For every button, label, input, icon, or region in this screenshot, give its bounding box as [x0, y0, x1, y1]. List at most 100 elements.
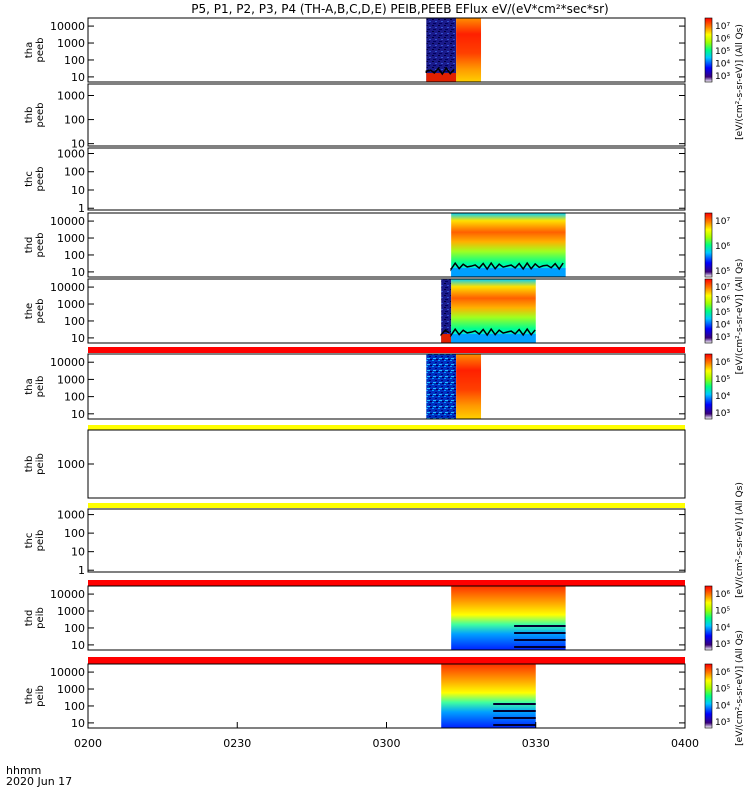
- ion-stripe: [493, 724, 536, 726]
- colorbar-tick-label: 10⁴: [715, 701, 730, 711]
- panel-label: thepeeb: [24, 299, 46, 324]
- ion-stripe: [493, 717, 536, 719]
- panel-the_peeb: 10000 1000 100 10 thepeeb 10⁷ 10⁶ 10⁵ 10⁴ 10³: [24, 278, 730, 345]
- spectrogram-block: [456, 18, 482, 82]
- panel-frame: [87, 508, 686, 573]
- y-tick-label: 1000: [57, 298, 85, 311]
- spacecraft-potential-line: [440, 329, 450, 337]
- x-label-bottom: 2020 Jun 17: [6, 775, 72, 788]
- y-tick-label: 10: [71, 71, 85, 84]
- y-tick-label: 100: [64, 391, 85, 404]
- colorbar: [704, 585, 713, 651]
- y-tick-label: 100: [64, 249, 85, 262]
- y-tick-label: 1000: [57, 37, 85, 50]
- separator-bar: [88, 580, 685, 586]
- panel-label: thdpeeb: [24, 233, 46, 258]
- colorbar: [704, 353, 713, 420]
- y-tick-label: 100: [64, 700, 85, 713]
- y-tick-label: 1000: [57, 683, 85, 696]
- panel-label: thdpeib: [24, 607, 46, 629]
- colorbar-tick-label: 10⁷: [715, 22, 730, 32]
- colorbar-tick-label: 10⁶: [715, 242, 730, 252]
- y-tick-label: 10: [71, 266, 85, 279]
- colorbar: [704, 212, 713, 278]
- colorbar-tick-label: 10⁶: [715, 668, 730, 678]
- y-tick-label: 10: [71, 546, 85, 559]
- colorbar: [704, 663, 713, 729]
- panel-frame: [87, 17, 686, 83]
- panel-label: thapeeb: [24, 38, 46, 63]
- chart-title: P5, P1, P2, P3, P4 (TH-A,B,C,D,E) PEIB,P…: [191, 2, 608, 16]
- y-tick-label: 1000: [57, 509, 85, 522]
- panel-thb_peib: 1000 thbpeib: [24, 429, 686, 499]
- colorbar-side-label: [eV/(cm²-s-sr-eV)] (All Qs): [735, 482, 745, 598]
- colorbar-tick-label: 10⁵: [715, 308, 730, 318]
- spectrogram-block: [456, 354, 482, 419]
- panel-thd_peeb: 10000 1000 100 10 thdpeeb 10⁷ 10⁶ 10⁵: [24, 212, 730, 279]
- separator-bar: [88, 657, 685, 664]
- panel-label: thcpeib: [24, 530, 46, 552]
- x-tick-label: 0200: [74, 737, 102, 750]
- y-tick-label: 10000: [50, 666, 85, 679]
- colorbar-tick-label: 10⁶: [715, 35, 730, 45]
- colorbar-tick-label: 10⁴: [715, 60, 730, 70]
- y-tick-label: 1: [78, 202, 85, 215]
- x-tick-label: 0230: [223, 737, 251, 750]
- y-tick-label: 10000: [50, 281, 85, 294]
- panel-the_peib: 10000 1000 100 10 thepeib 10⁶ 10⁵ 10⁴ 10³: [24, 663, 730, 730]
- colorbar-tick-label: 10⁵: [715, 47, 730, 57]
- ion-stripe: [493, 703, 536, 705]
- y-tick-label: 100: [64, 166, 85, 179]
- panel-label: thcpeeb: [24, 167, 46, 192]
- colorbar-side-label: [eV/(cm²-s-sr-eV)] (All Qs): [735, 24, 745, 140]
- x-label-top: hhmm: [6, 764, 41, 777]
- colorbar-tick-label: 10⁷: [715, 217, 730, 227]
- colorbar-tick-label: 10⁵: [715, 607, 730, 617]
- panel-thb_peeb: 1000 100 10 thbpeeb: [24, 83, 686, 151]
- colorbar-tick-label: 10⁷: [715, 283, 730, 293]
- x-axis: 0200 0230 0300 0330 0400: [74, 722, 699, 750]
- y-tick-label: 1000: [57, 373, 85, 386]
- y-tick-label: 100: [64, 114, 85, 127]
- low-energy-fill: [426, 73, 457, 82]
- panel-frame: [87, 353, 686, 420]
- panels-group: 10000100010010thapeeb10⁷10⁶10⁵10⁴10³1000…: [24, 17, 745, 746]
- ion-stripe: [514, 625, 566, 627]
- y-tick-label: 10: [71, 332, 85, 345]
- colorbar-side-label: [eV/(cm²-s-sr-eV)] (All Qs): [735, 630, 745, 746]
- separator-bar: [88, 503, 685, 508]
- spacecraft-potential-line: [425, 66, 455, 76]
- panel-tha_peeb: 10000 1000 100 10 thapeeb 10⁷ 10⁶ 10⁵ 10⁴ 10³: [24, 17, 730, 84]
- y-tick-label: 1000: [57, 605, 85, 618]
- panel-tha_peib: 10000 1000 100 10 thapeib 10⁶ 10⁵ 10⁴ 10³: [24, 353, 730, 421]
- colorbar-tick-label: 10⁵: [715, 685, 730, 695]
- x-tick-label: 0300: [373, 737, 401, 750]
- panel-frame: [87, 278, 686, 344]
- ion-stripe: [493, 710, 536, 712]
- spectrogram-block: [426, 354, 457, 419]
- panel-label: thbpeib: [24, 453, 46, 475]
- colorbar-tick-label: 10⁴: [715, 623, 730, 633]
- panel-thd_peib: 10000 1000 100 10 thdpeib 10⁶ 10⁵ 10⁴ 10³: [24, 585, 730, 652]
- panel-frame: [87, 83, 686, 147]
- colorbar-tick-label: 10⁴: [715, 392, 730, 402]
- y-tick-label: 10000: [50, 588, 85, 601]
- colorbar-tick-label: 10³: [715, 72, 730, 82]
- x-tick-label: 0330: [522, 737, 550, 750]
- colorbar-tick-label: 10⁶: [715, 590, 730, 600]
- y-tick-label: 10000: [50, 20, 85, 33]
- x-tick-label: 0400: [671, 737, 699, 750]
- y-tick-label: 10000: [50, 356, 85, 369]
- y-tick-label: 100: [64, 622, 85, 635]
- low-energy-fill: [451, 268, 566, 277]
- colorbar-tick-label: 10³: [715, 333, 730, 343]
- panel-frame: [87, 429, 686, 499]
- separator-bar: [88, 347, 685, 353]
- panel-frame: [87, 212, 686, 278]
- colorbar-tick-label: 10⁴: [715, 321, 730, 331]
- colorbar-tick-label: 10³: [715, 640, 730, 650]
- y-tick-label: 10: [71, 184, 85, 197]
- colorbar: [704, 278, 713, 344]
- y-tick-label: 10: [71, 639, 85, 652]
